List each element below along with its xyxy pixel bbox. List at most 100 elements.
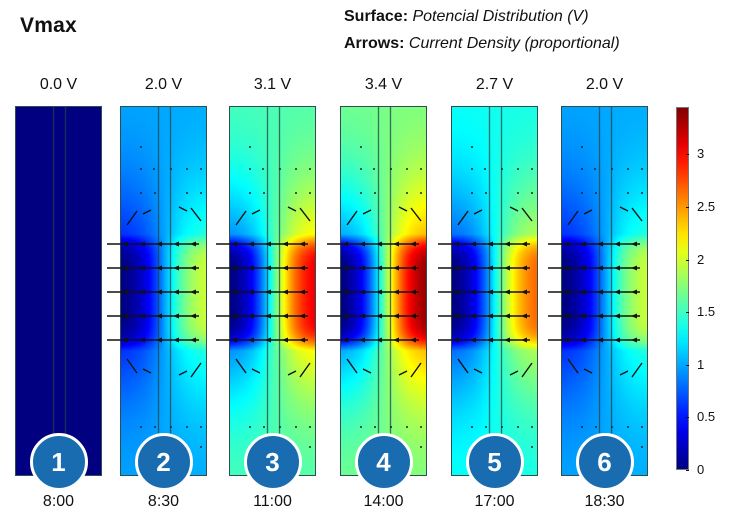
arrow-dot: [531, 446, 533, 448]
arrow-diagonal: [619, 370, 629, 376]
arrow-diagonal: [251, 209, 261, 215]
arrow-dot: [154, 426, 156, 428]
arrow-head: [282, 313, 288, 319]
arrow-diagonal: [346, 210, 358, 226]
arrow-dot: [641, 168, 643, 170]
arrow-head: [359, 337, 365, 343]
arrow-head: [231, 241, 237, 247]
arrow-head: [410, 241, 416, 247]
arrow-dot: [420, 168, 422, 170]
arrow-dot: [200, 168, 202, 170]
arrow-diagonal: [178, 370, 188, 376]
arrow-dot: [420, 446, 422, 448]
arrow-head: [231, 289, 237, 295]
arrow-dot: [140, 146, 142, 148]
arrow-dot: [140, 192, 142, 194]
arrow-head: [453, 313, 459, 319]
arrow-head: [393, 313, 399, 319]
arrow-dot: [390, 168, 392, 170]
arrow-head: [453, 337, 459, 343]
arrow-dot: [186, 192, 188, 194]
arrow-dot: [390, 426, 392, 428]
arrow-diagonal: [235, 358, 247, 374]
arrow-head: [122, 337, 128, 343]
arrow-dot: [154, 192, 156, 194]
arrow-head: [410, 313, 416, 319]
arrow-dot: [309, 168, 311, 170]
arrow-dot: [360, 426, 362, 428]
colorbar-tick-label: 0.5: [697, 409, 716, 425]
arrow-head: [453, 265, 459, 271]
arrow-head: [173, 313, 179, 319]
arrow-dot: [170, 168, 172, 170]
colorbar-tick-mark: [686, 312, 689, 314]
arrow-head: [190, 337, 196, 343]
arrow-head: [173, 265, 179, 271]
arrow-dot: [471, 426, 473, 428]
arrow-head: [504, 265, 510, 271]
arrow-head: [470, 337, 476, 343]
arrow-head: [342, 313, 348, 319]
arrow-head: [563, 289, 569, 295]
arrow-dot: [627, 426, 629, 428]
arrow-diagonal: [457, 210, 469, 226]
arrow-head: [504, 289, 510, 295]
arrow-diagonal: [567, 210, 579, 226]
arrow-dot: [295, 192, 297, 194]
arrow-dot: [471, 192, 473, 194]
arrow-dot: [140, 426, 142, 428]
arrow-head: [521, 265, 527, 271]
arrow-dot: [374, 426, 376, 428]
colorbar-tick-mark: [686, 206, 689, 208]
arrow-dot: [611, 168, 613, 170]
colorbar-tick-label: 1.5: [697, 304, 716, 320]
arrow-head: [122, 241, 128, 247]
potential-panel-6: [548, 106, 648, 476]
arrow-dot: [140, 168, 142, 170]
arrow-dot: [360, 168, 362, 170]
legend-surface: Surface: Potencial Distribution (V): [344, 8, 589, 26]
arrow-diagonal: [190, 362, 202, 378]
arrow-head: [470, 241, 476, 247]
arrow-head: [265, 265, 271, 271]
arrow-diagonal: [126, 358, 138, 374]
arrow-dot: [186, 168, 188, 170]
arrow-diagonal: [631, 207, 643, 222]
arrow-head: [156, 241, 162, 247]
arrow-dot: [249, 146, 251, 148]
arrow-head: [504, 337, 510, 343]
legend-surface-label: Surface:: [344, 8, 409, 25]
arrow-head: [470, 313, 476, 319]
potential-panel-3: [216, 106, 316, 476]
arrow-dot: [249, 168, 251, 170]
arrow-dot: [309, 446, 311, 448]
arrow-diagonal: [473, 209, 483, 215]
potential-surface: [230, 107, 315, 475]
arrow-dot: [170, 426, 172, 428]
arrow-dot: [471, 168, 473, 170]
step-badge-3: 3: [243, 433, 302, 491]
arrow-head: [173, 337, 179, 343]
arrow-dot: [249, 426, 251, 428]
arrow-head: [563, 241, 569, 247]
arrow-diagonal: [619, 206, 629, 212]
arrow-dot: [373, 168, 375, 170]
arrow-head: [139, 337, 145, 343]
arrow-head: [521, 289, 527, 295]
arrow-dot: [581, 168, 583, 170]
arrow-head: [173, 289, 179, 295]
arrow-head: [410, 337, 416, 343]
arrow-diagonal: [190, 207, 202, 222]
potential-surface: [16, 107, 101, 475]
arrow-head: [265, 241, 271, 247]
potential-panel-1: [15, 106, 102, 476]
colorbar-tick-mark: [686, 154, 689, 156]
step-badge-4: 4: [354, 433, 413, 491]
arrow-head: [231, 265, 237, 271]
arrow-head: [521, 337, 527, 343]
arrow-head: [597, 241, 603, 247]
arrow-dot: [406, 426, 408, 428]
current-density-arrows: [107, 146, 202, 448]
arrow-head: [122, 265, 128, 271]
arrow-head: [190, 241, 196, 247]
